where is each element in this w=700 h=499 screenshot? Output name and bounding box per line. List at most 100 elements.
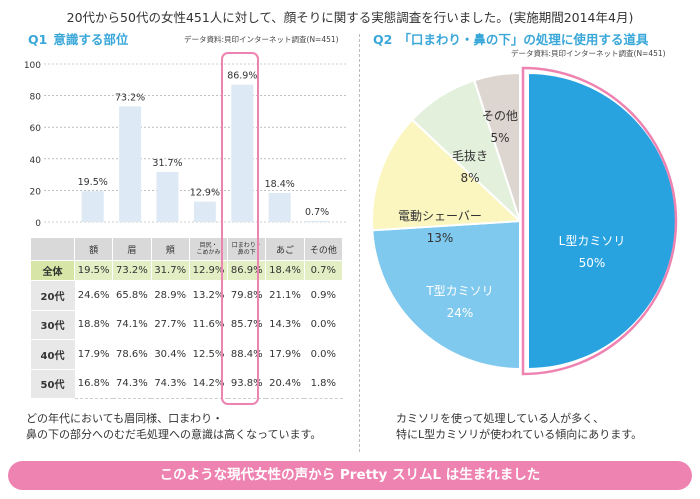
comment-right-line-2: 特にL型カミソリが使われている傾向にあります。	[396, 428, 643, 441]
table-cell: 86.9%	[227, 260, 267, 281]
pie-slice-percent: 24%	[447, 306, 474, 320]
bar	[268, 192, 291, 222]
y-tick-label: 80	[30, 93, 42, 103]
q2-source: データ資料:貝印インターネット調査(N=451)	[511, 49, 666, 58]
pie-slice-percent: 13%	[427, 231, 454, 245]
y-tick-label: 60	[30, 124, 42, 134]
bar-value-label: 31.7%	[152, 158, 182, 169]
pie-slice-percent: 8%	[460, 171, 479, 185]
table-cell: 78.6%	[112, 339, 152, 370]
comment-right-line-1: カミソリを使って処理している人が多く、	[396, 412, 605, 425]
table-column-header	[30, 237, 75, 261]
table-cell: 85.7%	[227, 309, 266, 340]
pie-chart: L型カミソリ 50% T型カミソリ 24% 電動シェーバー 13% 毛抜き 8% その他 5%	[371, 66, 678, 376]
table-row: 20代 24.6% 65.8% 28.9% 13.2% 79.8% 21.1% 0.9%	[30, 280, 343, 311]
table-cell: 30.4%	[151, 339, 190, 370]
bar	[81, 191, 104, 222]
bar-value-label: 86.9%	[227, 71, 257, 82]
table-cell: 0.9%	[304, 280, 343, 311]
table-cell: 19.5%	[73, 260, 114, 281]
table-cell: 18.8%	[74, 309, 113, 340]
bar	[119, 106, 142, 222]
table-cell: 31.7%	[150, 260, 190, 281]
pie-slice-percent: 50%	[579, 256, 606, 270]
comment-left-line-1: どの年代においても眉同様、口まわり・	[26, 412, 224, 425]
table-cell: 18.4%	[265, 260, 305, 281]
table-cell: 93.8%	[227, 368, 266, 399]
y-tick-label: 0	[35, 219, 41, 229]
pie-slice	[473, 71, 521, 222]
q2-title-text: 「口まわり・鼻の下」の処理に使用する道具	[398, 32, 649, 47]
comment-right: カミソリを使って処理している人が多く、 特にL型カミソリが使われている傾向にあり…	[396, 411, 642, 443]
bar-value-label: 0.7%	[305, 207, 329, 218]
table-row: 50代 16.8% 74.3% 74.3% 14.2% 93.8% 20.4% 1.8%	[30, 368, 343, 399]
table-column-header: その他	[303, 237, 344, 261]
pie-slice-label: L型カミソリ	[559, 234, 626, 248]
bottom-banner: このような現代女性の声から Pretty スリムL は生まれました	[8, 461, 692, 490]
table-row: 30代 18.8% 74.1% 27.7% 11.6% 85.7% 14.3% 0.0%	[30, 309, 343, 340]
table-row-label: 40代	[30, 339, 75, 370]
table-column-header: 眉	[112, 237, 152, 261]
table-cell: 74.1%	[112, 309, 152, 340]
table-column-header: 頬	[150, 237, 190, 261]
survey-header: 20代から50代の女性451人に対して、顔そりに関する実態調査を行いました。(実…	[66, 10, 634, 25]
bar-value-label: 19.5%	[78, 177, 108, 188]
table-cell: 79.8%	[227, 280, 266, 311]
table-row-label: 30代	[30, 309, 75, 340]
bar	[156, 171, 179, 222]
highlight-frame-mouth-area	[221, 52, 259, 405]
q1-number: Q1	[28, 32, 48, 47]
table-cell: 73.2%	[112, 260, 152, 281]
table-cell: 74.3%	[112, 368, 152, 399]
bar	[231, 84, 254, 222]
table-row: 全体 19.5% 73.2% 31.7% 12.9% 86.9% 18.4% 0.7%	[30, 260, 344, 281]
y-tick-label: 100	[24, 61, 41, 71]
q1-source: データ資料:貝印インターネット調査(N=451)	[184, 35, 339, 44]
pie-slice-label: 電動シェーバー	[398, 209, 482, 223]
table-header-row: 額眉頬目尻・ こめかみ 口まわり・ 鼻の下 あご その他	[30, 237, 344, 261]
table-cell: 27.7%	[151, 309, 190, 340]
table-cell: 0.7%	[303, 260, 344, 281]
bar-value-label: 73.2%	[115, 92, 145, 103]
pie-slice-label: その他	[482, 109, 518, 123]
pie-highlight-outline	[521, 66, 678, 376]
pie-slice	[527, 71, 677, 371]
q2-number: Q2	[373, 32, 393, 47]
pie-slice-percent: 5%	[490, 131, 509, 145]
table-cell: 17.9%	[74, 339, 113, 370]
table-cell: 24.6%	[74, 280, 113, 311]
age-breakdown-table: 額眉頬目尻・ こめかみ 口まわり・ 鼻の下 あご その他 全体 19.5% 73.2% 31.7…	[30, 237, 344, 399]
bar	[193, 201, 216, 222]
y-tick-label: 20	[30, 187, 42, 197]
q1-title: Q1 意識する部位	[28, 29, 128, 48]
section-divider	[359, 34, 360, 452]
table-cell: 21.1%	[265, 280, 305, 311]
table-cell: 14.3%	[265, 309, 305, 340]
table-row-label: 50代	[30, 368, 75, 399]
table-cell: 65.8%	[112, 280, 152, 311]
table-cell: 17.9%	[265, 339, 305, 370]
q2-title: Q2 「口まわり・鼻の下」の処理に使用する道具	[373, 29, 648, 48]
pie-slice-label: T型カミソリ	[425, 284, 493, 298]
pie-slice	[371, 118, 523, 232]
table-row: 40代 17.9% 78.6% 30.4% 12.5% 88.4% 17.9% 0.0%	[30, 339, 343, 370]
table-column-header: 額	[73, 237, 114, 261]
table-row-label: 20代	[30, 280, 75, 311]
table-cell: 74.3%	[151, 368, 190, 399]
q1-title-text: 意識する部位	[53, 32, 129, 47]
table-column-header: 口まわり・ 鼻の下	[227, 237, 267, 261]
bar-chart: 0 20 40 60 80 100 19.5% 73.2% 31.7% 12.9% 86.9% 18.…	[24, 61, 348, 229]
table-cell: 0.0%	[304, 309, 343, 340]
comment-left: どの年代においても眉同様、口まわり・ 鼻の下の部分へのむだ毛処理への意識は高くな…	[26, 411, 321, 443]
table-column-header: あご	[265, 237, 305, 261]
comment-left-line-2: 鼻の下の部分へのむだ毛処理への意識は高くなっています。	[26, 428, 322, 441]
bar	[306, 220, 329, 222]
bar-value-label: 18.4%	[265, 179, 295, 190]
y-tick-label: 40	[30, 156, 42, 166]
table-cell: 16.8%	[74, 368, 113, 399]
table-cell: 1.8%	[304, 368, 343, 399]
pie-slice	[371, 219, 521, 371]
table-row-label: 全体	[30, 260, 75, 281]
table-cell: 0.0%	[304, 339, 343, 370]
table-cell: 20.4%	[265, 368, 305, 399]
